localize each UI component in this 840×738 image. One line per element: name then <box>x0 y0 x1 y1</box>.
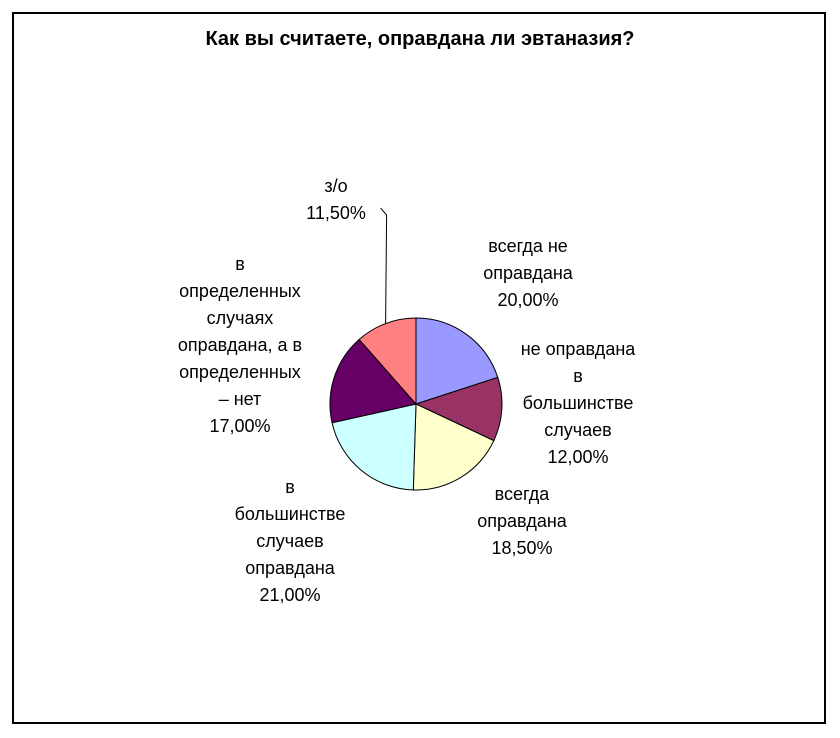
slice-label-line: случаев <box>544 420 611 440</box>
leader-line <box>380 207 388 324</box>
slice-value-label: 20,00% <box>497 290 558 310</box>
slice-label-line: в <box>235 254 245 274</box>
slice-label: в большинстве случаев оправдана 21,00% <box>235 477 346 605</box>
slice-label-line: з/о <box>324 176 347 196</box>
slice-value-label: 21,00% <box>259 585 320 605</box>
pie-slice <box>329 338 417 424</box>
pie-slice <box>415 317 499 405</box>
slice-label-line: – нет <box>219 389 262 409</box>
slice-label: всегда оправдана 18,50% <box>477 484 568 558</box>
slice-label: в определенных случаях оправдана, а в опреде… <box>178 254 302 436</box>
slice-label-line: оправдана <box>245 558 336 578</box>
slice-label-line: в <box>573 366 583 386</box>
slice-label-line: большинстве <box>523 393 634 413</box>
slice-label-line: всегда не <box>488 236 568 256</box>
pie-slice <box>412 403 495 491</box>
slice-label: з/о 11,50% <box>306 176 366 223</box>
pie-slice <box>414 376 503 442</box>
slice-label-line: определенных <box>179 362 301 382</box>
slice-label-line: оправдана <box>477 511 568 531</box>
slice-value-label: 12,00% <box>547 447 608 467</box>
slice-label-line: оправдана, а в <box>178 335 302 355</box>
chart-title: Как вы считаете, оправдана ли эвтаназия? <box>205 28 635 50</box>
slice-label-line: определенных <box>179 281 301 301</box>
slice-value-label: 11,50% <box>306 203 366 223</box>
slice-label-line: случаях <box>207 308 274 328</box>
slice-label-line: случаев <box>256 531 323 551</box>
slice-value-label: 17,00% <box>209 416 270 436</box>
pie-slice <box>358 317 417 406</box>
slice-label-line: в <box>285 477 295 497</box>
slice-value-label: 18,50% <box>491 538 552 558</box>
slice-label-line: оправдана <box>483 263 574 283</box>
slice-label: не оправдана в большинстве случаев 12,00% <box>521 339 637 467</box>
slice-label-line: всегда <box>495 484 551 504</box>
slice-label: всегда не оправдана 20,00% <box>483 236 574 310</box>
slice-label-line: большинстве <box>235 504 346 524</box>
slice-label-line: не оправдана <box>521 339 637 359</box>
pie-slice <box>331 403 417 491</box>
